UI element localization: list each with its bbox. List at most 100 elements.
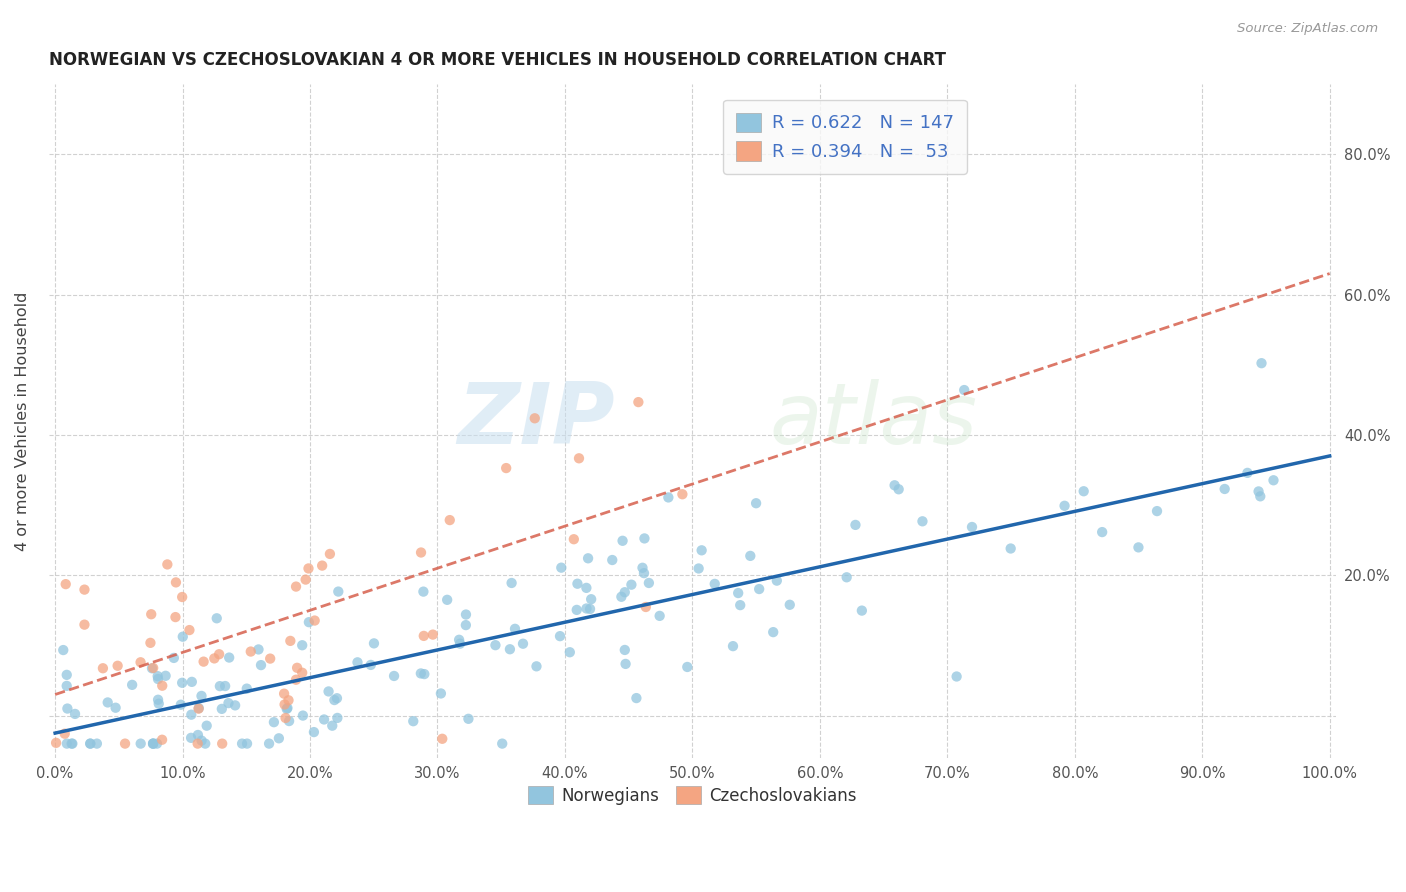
Point	[194, 737, 217, 751]
Point	[121, 678, 143, 692]
Point	[180, 674, 202, 689]
Point	[211, 702, 233, 716]
Point	[1250, 356, 1272, 370]
Point	[1128, 541, 1150, 555]
Point	[273, 698, 295, 712]
Point	[165, 610, 187, 624]
Point	[142, 661, 165, 675]
Point	[60, 737, 83, 751]
Point	[648, 608, 671, 623]
Point	[91, 661, 114, 675]
Point	[363, 636, 385, 650]
Point	[86, 737, 108, 751]
Point	[575, 581, 598, 595]
Point	[190, 733, 212, 747]
Point	[107, 658, 129, 673]
Point	[180, 707, 202, 722]
Point	[267, 731, 290, 746]
Point	[60, 737, 83, 751]
Point	[626, 691, 648, 706]
Point	[613, 643, 636, 657]
Point	[835, 570, 858, 584]
Point	[55, 668, 77, 682]
Point	[311, 558, 333, 573]
Point	[430, 686, 453, 700]
Point	[195, 719, 218, 733]
Point	[676, 660, 699, 674]
Point	[273, 687, 295, 701]
Point	[202, 651, 225, 665]
Point	[562, 533, 585, 547]
Point	[579, 602, 602, 616]
Point	[211, 737, 233, 751]
Point	[887, 483, 910, 497]
Point	[1249, 489, 1271, 503]
Point	[568, 451, 591, 466]
Point	[285, 673, 308, 687]
Point	[141, 661, 163, 675]
Point	[172, 630, 194, 644]
Point	[302, 725, 325, 739]
Point	[104, 700, 127, 714]
Point	[436, 592, 458, 607]
Point	[382, 669, 405, 683]
Point	[422, 627, 444, 641]
Point	[187, 737, 209, 751]
Point	[218, 650, 240, 665]
Point	[960, 520, 983, 534]
Point	[1146, 504, 1168, 518]
Legend: Norwegians, Czechoslovakians: Norwegians, Czechoslovakians	[520, 778, 865, 814]
Point	[721, 639, 744, 653]
Point	[671, 487, 693, 501]
Point	[1236, 466, 1258, 480]
Point	[56, 701, 79, 715]
Point	[439, 513, 461, 527]
Point	[454, 618, 477, 632]
Point	[278, 714, 301, 728]
Point	[454, 607, 477, 622]
Point	[326, 711, 349, 725]
Point	[208, 679, 231, 693]
Point	[346, 656, 368, 670]
Point	[526, 659, 548, 673]
Point	[236, 681, 259, 696]
Point	[259, 651, 281, 665]
Point	[638, 576, 661, 591]
Point	[187, 701, 209, 715]
Point	[291, 638, 314, 652]
Point	[193, 655, 215, 669]
Point	[190, 689, 212, 703]
Point	[73, 617, 96, 632]
Point	[53, 727, 76, 741]
Point	[499, 642, 522, 657]
Point	[491, 737, 513, 751]
Point	[291, 665, 314, 680]
Point	[409, 545, 432, 559]
Point	[276, 701, 298, 715]
Point	[745, 496, 768, 510]
Point	[779, 598, 801, 612]
Point	[146, 672, 169, 686]
Point	[142, 737, 165, 751]
Point	[412, 629, 434, 643]
Point	[449, 637, 471, 651]
Point	[63, 706, 86, 721]
Point	[610, 590, 633, 604]
Point	[217, 696, 239, 710]
Point	[297, 561, 319, 575]
Point	[274, 711, 297, 725]
Point	[748, 582, 770, 596]
Point	[247, 642, 270, 657]
Point	[156, 558, 179, 572]
Point	[883, 478, 905, 492]
Point	[728, 598, 751, 612]
Point	[627, 395, 650, 409]
Point	[412, 584, 434, 599]
Point	[224, 698, 246, 713]
Point	[575, 601, 598, 615]
Text: atlas: atlas	[769, 379, 977, 462]
Point	[129, 737, 152, 751]
Point	[318, 684, 340, 698]
Point	[579, 592, 602, 607]
Point	[911, 514, 934, 528]
